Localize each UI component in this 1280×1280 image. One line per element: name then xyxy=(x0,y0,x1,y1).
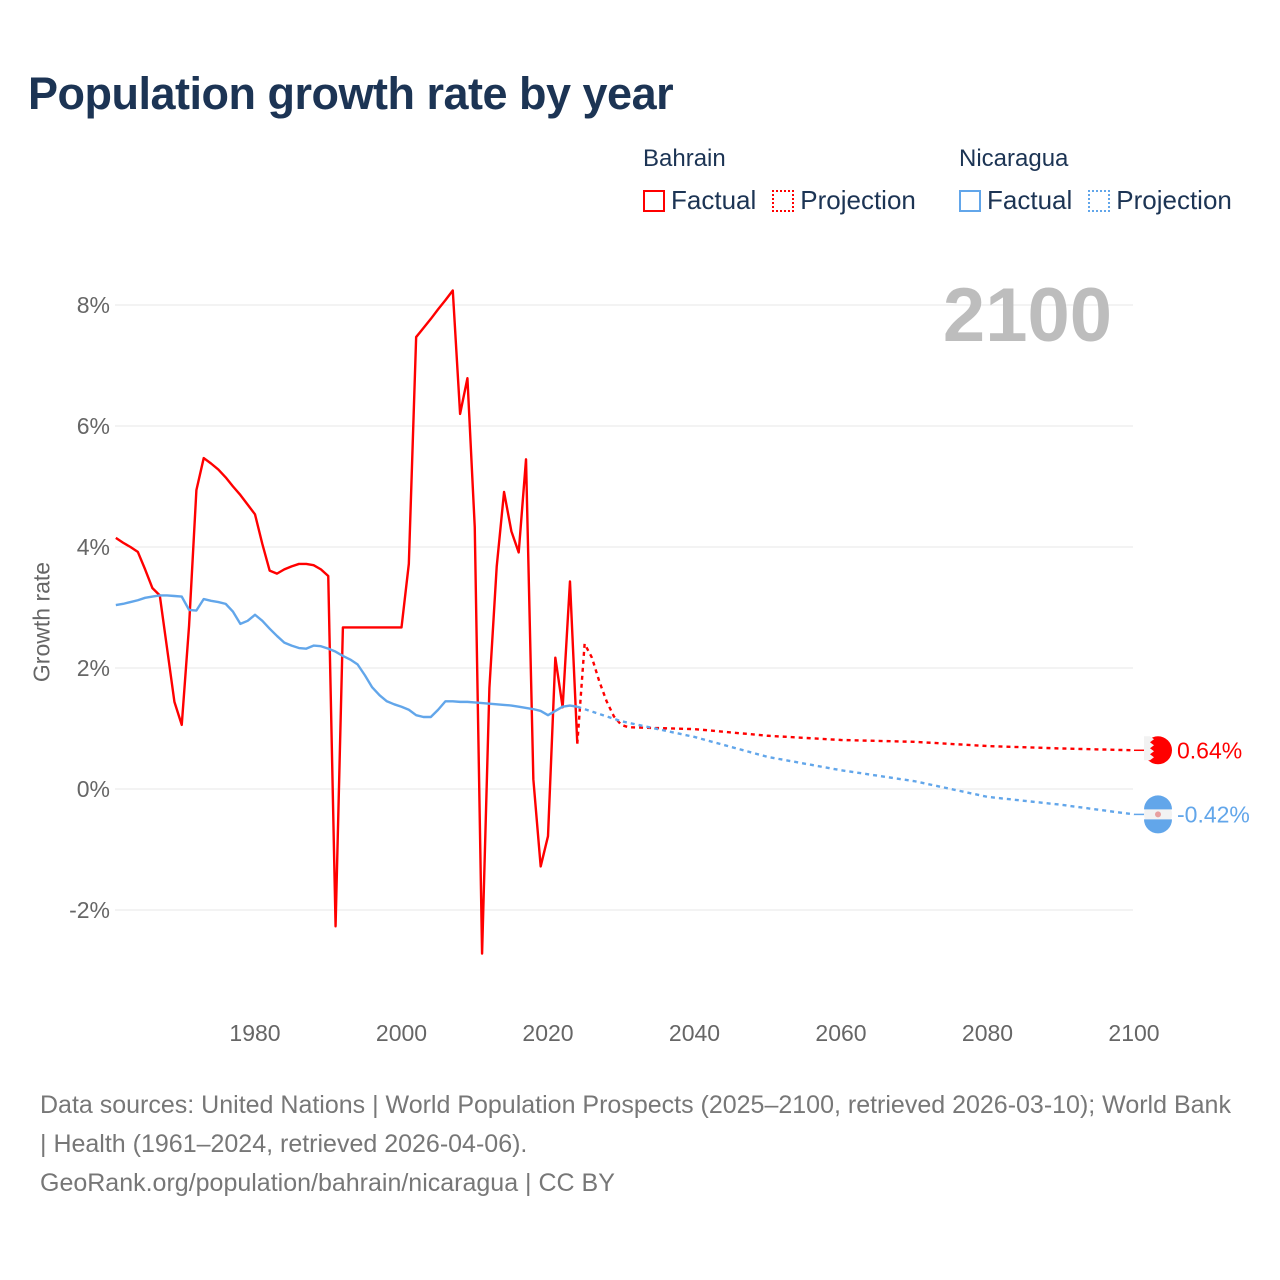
solid-swatch-icon xyxy=(643,189,665,212)
x-tick-label: 2040 xyxy=(669,1020,720,1046)
legend-label: Factual xyxy=(671,185,757,215)
x-tick-label: 2020 xyxy=(522,1020,573,1046)
x-tick-label: 2080 xyxy=(962,1020,1013,1046)
legend-bahrain: Bahrain Factual Projection xyxy=(643,145,916,216)
x-tick-label: 2100 xyxy=(1108,1020,1159,1046)
source-link[interactable]: GeoRank.org/population/bahrain/nicaragua… xyxy=(40,1169,615,1197)
legend-group-name: Bahrain xyxy=(643,145,726,172)
nicaragua-emblem-icon xyxy=(1155,811,1161,818)
x-tick-label: 1980 xyxy=(229,1020,280,1046)
legend-item-nicaragua-projection[interactable]: Projection xyxy=(1088,185,1232,216)
projection-line-nicaragua xyxy=(576,705,1135,816)
chart-title: Population growth rate by year xyxy=(28,68,674,119)
legend-label: Projection xyxy=(800,185,916,215)
y-tick-label: 4% xyxy=(77,534,110,560)
legend-label: Factual xyxy=(987,185,1073,215)
factual-line-nicaragua xyxy=(115,594,578,719)
source-text: Data sources: United Nations | World Pop… xyxy=(40,1091,1231,1158)
y-tick-label: 2% xyxy=(77,655,110,681)
x-tick-label: 2000 xyxy=(376,1020,427,1046)
nicaragua-flag-bottom-band xyxy=(1144,819,1172,834)
solid-swatch-icon xyxy=(959,189,981,212)
end-value-label-bahrain: 0.64% xyxy=(1177,737,1242,763)
y-tick-label: -2% xyxy=(69,897,110,923)
legend-item-nicaragua-factual[interactable]: Factual xyxy=(959,185,1072,216)
dotted-swatch-icon xyxy=(1088,189,1111,212)
source-note: Data sources: United Nations | World Pop… xyxy=(40,1086,1240,1203)
bahrain-flag-white-band xyxy=(1144,736,1154,761)
legend-nicaragua: Nicaragua Factual Projection xyxy=(959,145,1232,216)
y-tick-label: 8% xyxy=(77,292,110,318)
y-axis-label: Growth rate xyxy=(28,561,55,683)
legend-label: Projection xyxy=(1116,185,1232,215)
legend-item-bahrain-factual[interactable]: Factual xyxy=(643,185,756,216)
current-year-label: 2100 xyxy=(942,273,1112,358)
x-tick-label: 2060 xyxy=(815,1020,866,1046)
factual-line-bahrain xyxy=(115,289,579,955)
legend-item-bahrain-projection[interactable]: Projection xyxy=(772,185,916,216)
projection-line-bahrain xyxy=(576,639,1135,752)
y-tick-label: 0% xyxy=(77,776,110,802)
dotted-swatch-icon xyxy=(772,189,795,212)
end-value-label-nicaragua: -0.42% xyxy=(1177,801,1250,827)
legend-group-name: Nicaragua xyxy=(959,145,1069,172)
nicaragua-flag-top-band xyxy=(1144,795,1172,810)
y-tick-label: 6% xyxy=(77,413,110,439)
